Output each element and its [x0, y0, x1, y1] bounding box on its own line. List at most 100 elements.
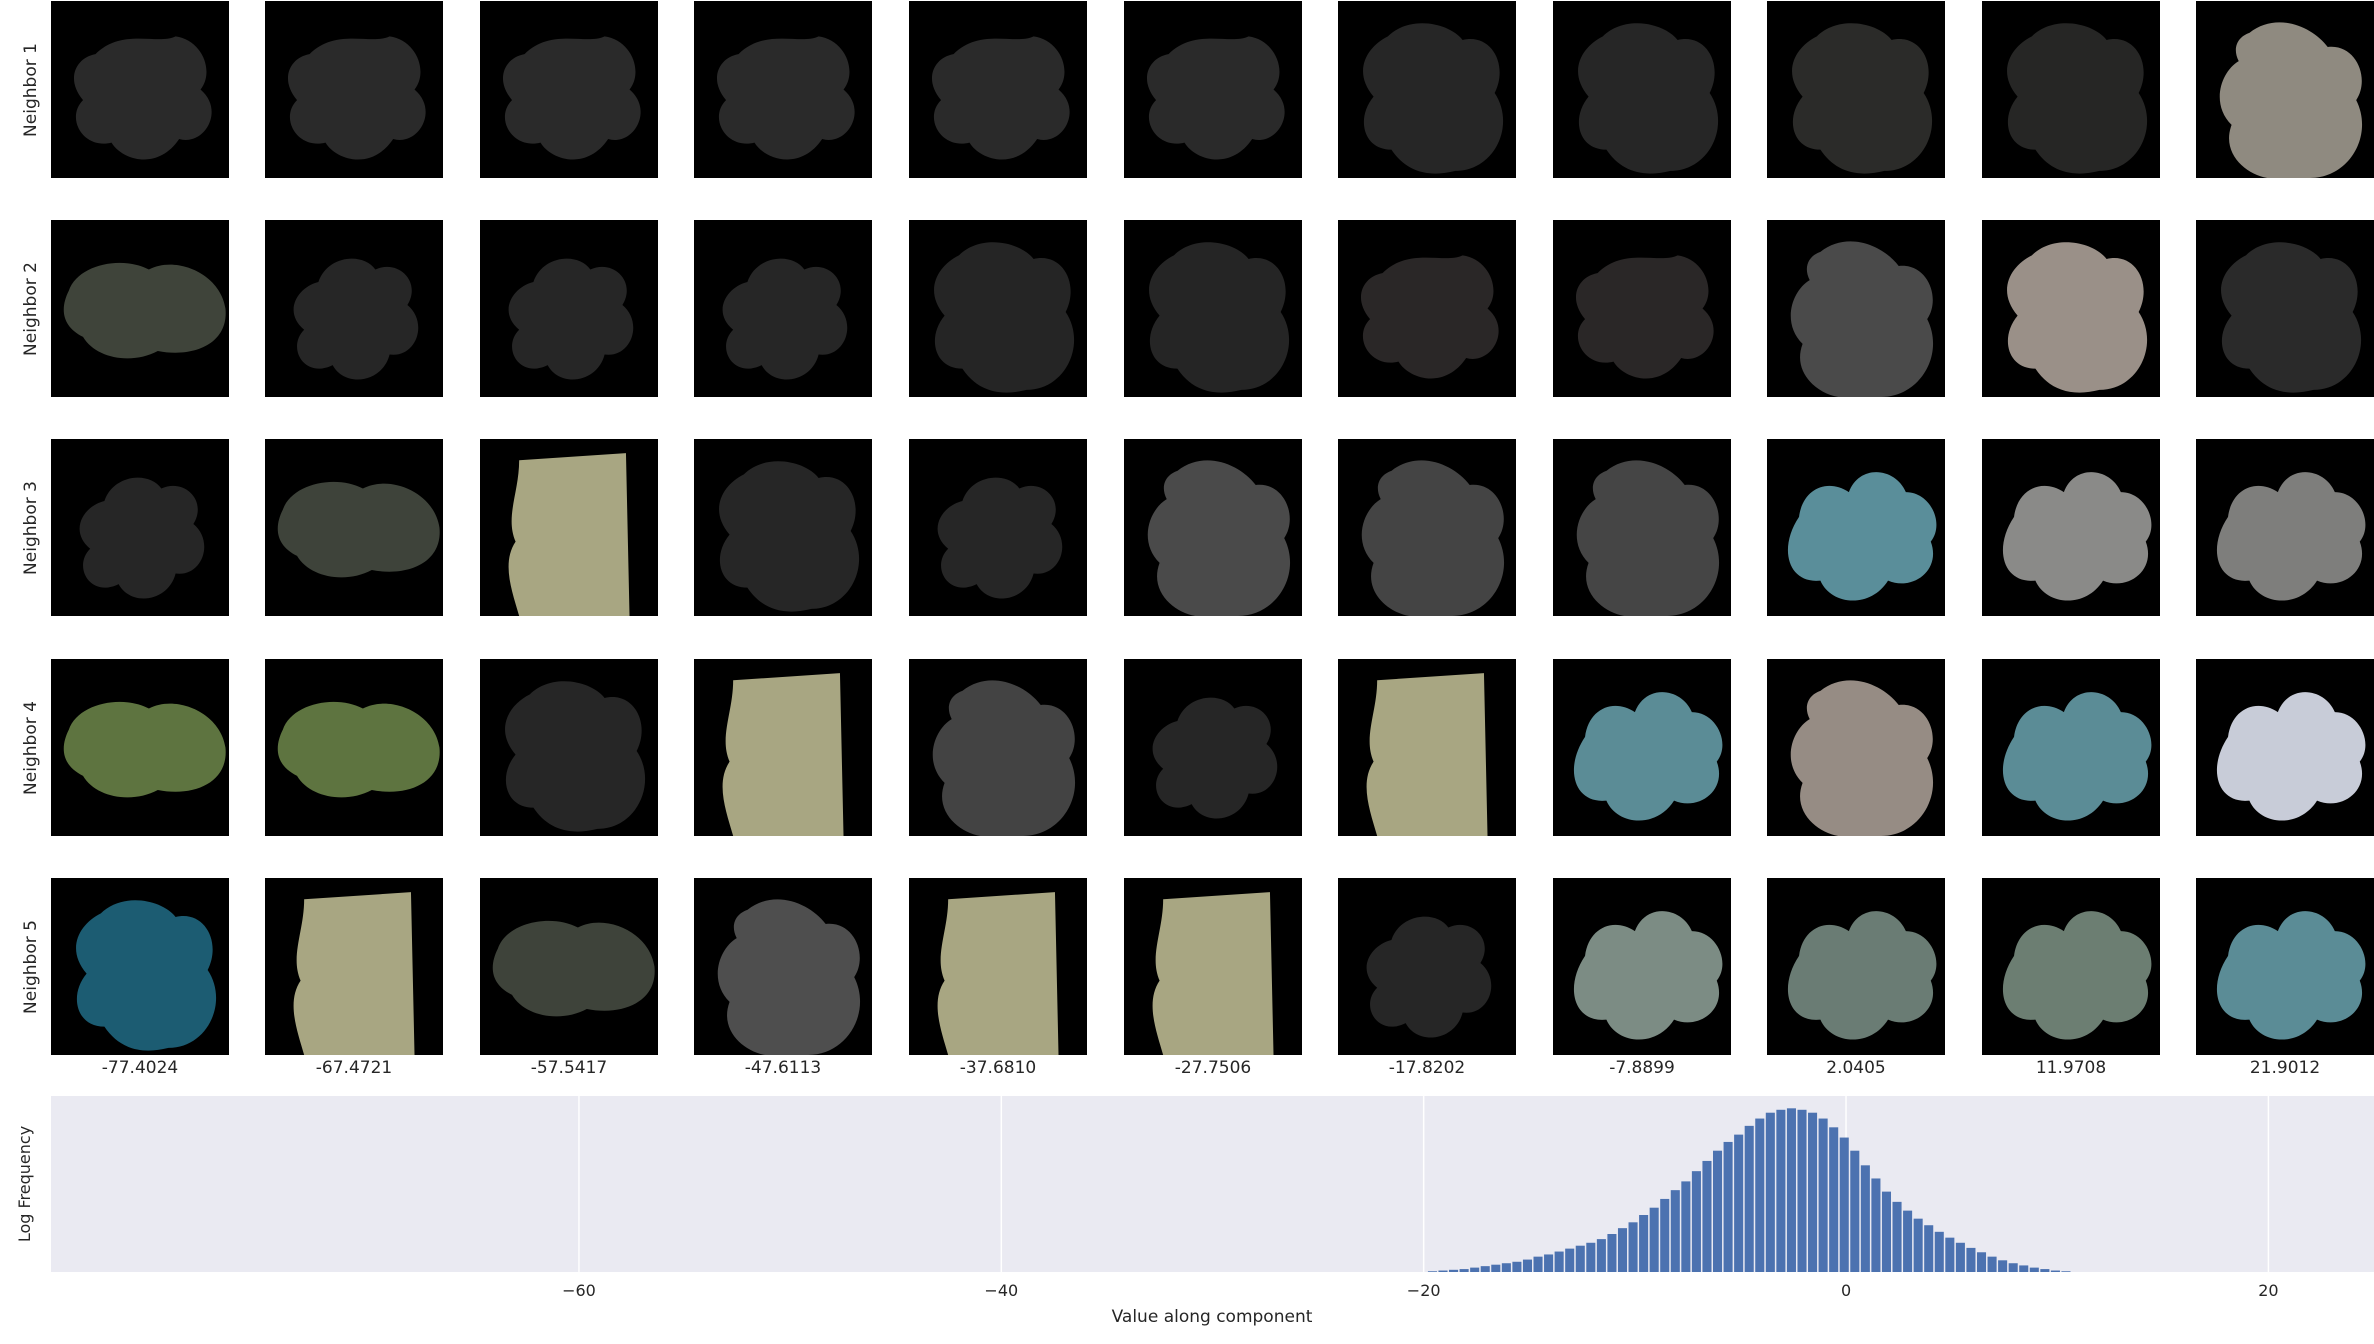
thumbnail-blob — [2002, 911, 2152, 1040]
histogram-bar — [1839, 1137, 1849, 1272]
thumbnail-blob — [79, 477, 205, 599]
histogram-bar — [2008, 1263, 2018, 1272]
thumbnail-image — [76, 900, 217, 1051]
thumbnail-blob — [293, 892, 415, 1055]
neighbor-thumbnail — [909, 1, 1087, 178]
column-value-label: -77.4024 — [101, 1058, 179, 1078]
thumbnail-image — [73, 36, 212, 160]
column-value-label: -27.7506 — [1174, 1058, 1252, 1078]
neighbor-thumbnail — [1338, 659, 1516, 836]
histogram-bar — [1470, 1267, 1480, 1272]
thumbnail-blob — [1573, 911, 1723, 1040]
histogram-bar — [1639, 1215, 1649, 1272]
thumbnail-image — [937, 892, 1059, 1055]
neighbor-thumbnail — [1767, 1, 1945, 178]
neighbor-thumbnail — [1338, 1, 1516, 178]
histogram-bar — [1713, 1150, 1723, 1272]
thumbnail-blob — [722, 673, 844, 836]
thumbnail-blob — [508, 453, 630, 616]
neighbor-thumbnail — [2196, 1, 2374, 178]
thumbnail-blob — [1366, 673, 1488, 836]
neighbor-thumbnail — [1982, 439, 2160, 616]
neighbor-thumbnail — [480, 220, 658, 397]
histogram-bar — [1776, 1109, 1786, 1272]
column-value-label: -37.6810 — [959, 1058, 1037, 1078]
neighbor-thumbnail — [1553, 1, 1731, 178]
neighbor-thumbnail — [1982, 659, 2160, 836]
histogram-bar — [1522, 1259, 1532, 1272]
histogram-bar — [1913, 1218, 1923, 1272]
thumbnail-blob — [932, 680, 1076, 836]
neighbor-thumbnail — [1767, 659, 1945, 836]
column-value-label: -47.6113 — [744, 1058, 822, 1078]
histogram-bar — [1702, 1160, 1712, 1272]
thumbnail-image — [2216, 472, 2366, 601]
histogram-bar — [1660, 1198, 1670, 1272]
histogram-bar — [1818, 1118, 1828, 1272]
thumbnail-blob — [1147, 460, 1291, 616]
thumbnail-blob — [937, 892, 1059, 1055]
thumbnail-image — [2219, 22, 2363, 178]
histogram-bar — [1723, 1141, 1733, 1272]
histogram-bar — [1797, 1109, 1807, 1272]
neighbor-thumbnail — [480, 878, 658, 1055]
neighbor-thumbnail — [694, 1, 872, 178]
thumbnail-image — [722, 673, 844, 836]
thumbnail-blob — [2002, 692, 2152, 821]
thumbnail-blob — [2216, 692, 2366, 821]
histogram-bar — [1786, 1108, 1796, 1272]
thumbnail-blob — [2007, 242, 2148, 393]
y-axis-label: Log Frequency — [15, 1126, 34, 1242]
column-value-label: 21.9012 — [2249, 1058, 2321, 1078]
thumbnail-blob — [1149, 242, 1290, 393]
thumbnail-image — [937, 477, 1063, 599]
thumbnail-image — [2002, 472, 2152, 601]
thumbnail-image — [1146, 36, 1285, 160]
thumbnail-blob — [508, 258, 634, 380]
column-value-label: -17.8202 — [1388, 1058, 1466, 1078]
histogram-bar — [1987, 1256, 1997, 1272]
histogram-bar — [1596, 1239, 1606, 1272]
neighbor-thumbnail — [480, 659, 658, 836]
histogram-bar — [1860, 1165, 1870, 1272]
neighbor-thumbnail — [265, 659, 443, 836]
thumbnail-blob — [277, 481, 440, 578]
histogram-bar — [1808, 1112, 1818, 1272]
thumbnail-blob — [937, 477, 1063, 599]
thumbnail-image — [1790, 680, 1934, 836]
thumbnail-blob — [73, 36, 212, 160]
neighbor-thumbnail — [1553, 439, 1731, 616]
thumbnail-blob — [931, 36, 1070, 160]
neighbor-thumbnail — [51, 878, 229, 1055]
neighbor-thumbnail — [694, 220, 872, 397]
histogram-bar — [2019, 1265, 2029, 1272]
histogram-bar — [1755, 1118, 1765, 1272]
neighbor-thumbnail — [2196, 659, 2374, 836]
histogram-bar — [1459, 1269, 1469, 1272]
thumbnail-blob — [1790, 241, 1934, 397]
thumbnail-blob — [63, 262, 226, 359]
thumbnail-image — [2007, 23, 2148, 174]
thumbnail-image — [1578, 23, 1719, 174]
column-value-label: -67.4721 — [315, 1058, 393, 1078]
histogram-bar — [1544, 1254, 1554, 1272]
neighbor-thumbnail — [1553, 878, 1731, 1055]
thumbnail-blob — [1152, 697, 1278, 819]
histogram-bar — [1670, 1190, 1680, 1272]
neighbor-thumbnail — [1338, 878, 1516, 1055]
thumbnail-image — [716, 36, 855, 160]
x-tick-label: 20 — [2258, 1281, 2278, 1300]
neighbor-thumbnail — [1982, 220, 2160, 397]
thumbnail-image — [2007, 242, 2148, 393]
histogram-bar — [2029, 1267, 2039, 1272]
thumbnail-blob — [2221, 242, 2362, 393]
column-value-label: 2.0405 — [1826, 1058, 1886, 1078]
neighbor-thumbnail — [2196, 878, 2374, 1055]
thumbnail-image — [492, 920, 655, 1017]
thumbnail-image — [1152, 892, 1274, 1055]
histogram-bar — [1565, 1248, 1575, 1272]
thumbnail-image — [1361, 460, 1505, 616]
histogram-bar — [1628, 1222, 1638, 1272]
neighbor-thumbnail — [2196, 439, 2374, 616]
histogram-bar — [1480, 1266, 1490, 1272]
